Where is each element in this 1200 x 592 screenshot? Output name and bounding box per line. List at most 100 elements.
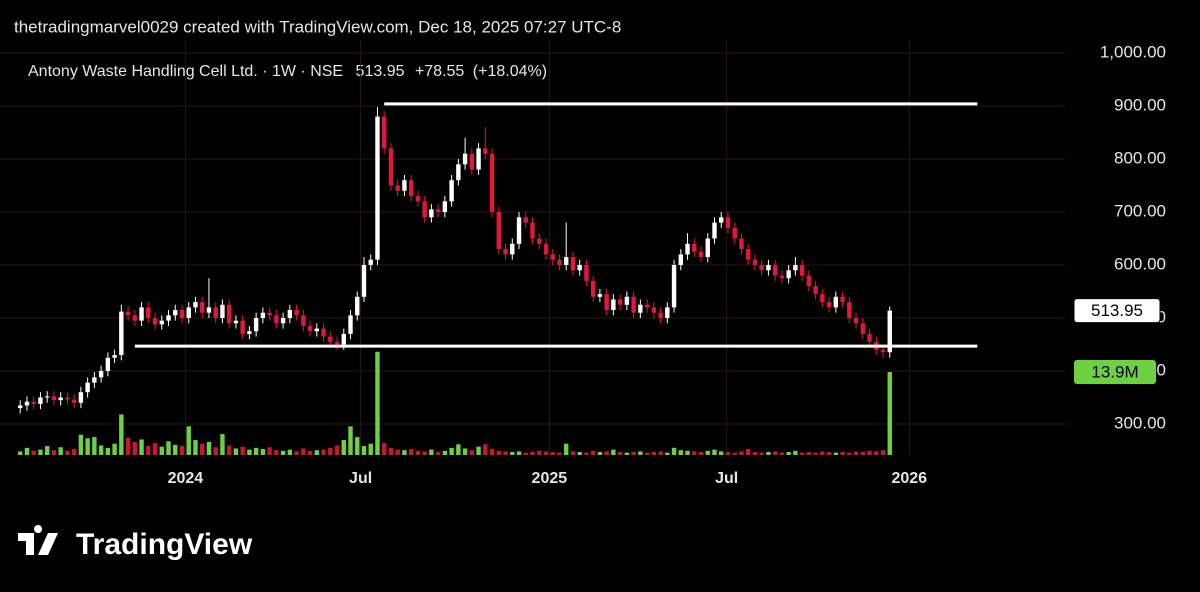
- candle-body: [307, 325, 313, 332]
- volume-bar: [786, 452, 791, 455]
- candle-body: [186, 307, 191, 318]
- candle-body: [233, 320, 239, 324]
- volume-bar: [280, 450, 286, 455]
- candle-body: [368, 259, 373, 265]
- candle-body: [597, 294, 603, 297]
- volume-bar: [159, 446, 164, 455]
- volume-bar: [516, 451, 522, 455]
- volume-bar: [584, 452, 589, 455]
- candle-body: [658, 312, 663, 318]
- y-tick-label: 800.00: [1114, 148, 1166, 167]
- candle-body: [78, 392, 84, 403]
- volume-bar: [348, 426, 353, 455]
- volume-bar: [833, 452, 839, 455]
- volume-bar: [806, 452, 812, 455]
- volume-bar: [617, 452, 623, 455]
- volume-bar: [92, 437, 97, 455]
- candle-body: [31, 401, 36, 404]
- x-tick-label: Jul: [715, 470, 738, 487]
- candle-body: [867, 333, 872, 342]
- volume-bar: [408, 449, 414, 455]
- volume-badge-label: 13.9M: [1091, 362, 1138, 381]
- volume-bar: [887, 372, 892, 455]
- volume-bar: [550, 452, 555, 455]
- x-tick-label: 2024: [168, 470, 204, 487]
- candle-body: [38, 397, 43, 404]
- volume-bar: [38, 449, 43, 455]
- volume-bar: [31, 450, 36, 455]
- volume-bar: [860, 452, 865, 455]
- candle-body: [732, 227, 737, 239]
- candle-body: [712, 222, 717, 239]
- volume-bar: [125, 437, 131, 455]
- volume-bar: [220, 434, 225, 455]
- volume-bar: [132, 441, 138, 455]
- x-tick-label: Jul: [349, 470, 372, 487]
- candle-body: [213, 307, 218, 318]
- volume-bar: [496, 450, 501, 455]
- candle-body: [18, 405, 23, 409]
- candle-body: [564, 257, 569, 265]
- price-badge-label: 513.95: [1091, 301, 1143, 320]
- volume-bar: [328, 447, 333, 455]
- volume-bar: [874, 451, 879, 455]
- volume-bar: [530, 452, 535, 455]
- candle-body: [557, 259, 562, 265]
- candle-body: [314, 328, 320, 332]
- candle-body: [435, 209, 441, 212]
- candle-body: [125, 311, 131, 316]
- volume-bar: [388, 447, 394, 455]
- candle-body: [840, 296, 845, 303]
- volume-bar: [314, 450, 320, 455]
- candle-body: [847, 302, 852, 318]
- volume-bar: [631, 452, 636, 455]
- candle-body: [739, 238, 744, 250]
- volume-bar: [665, 452, 670, 455]
- y-tick-label: 300.00: [1114, 413, 1166, 432]
- volume-bar: [799, 452, 805, 455]
- volume-bar: [152, 443, 158, 455]
- candle-body: [590, 280, 596, 297]
- change-pct: (+18.04%): [473, 63, 547, 80]
- candle-body: [489, 153, 495, 212]
- candle-body: [85, 382, 90, 393]
- candle-body: [112, 355, 117, 358]
- volume-bar: [685, 450, 690, 455]
- candle-body: [429, 209, 434, 218]
- candle-body: [833, 296, 839, 308]
- candle-body: [537, 238, 542, 244]
- candle-body: [247, 331, 252, 334]
- candle-body: [240, 320, 245, 334]
- candle-body: [799, 264, 805, 276]
- volume-bar: [732, 452, 737, 455]
- candle-body: [530, 222, 535, 239]
- candle-body: [408, 180, 414, 197]
- volume-bar: [826, 452, 832, 455]
- candle-body: [570, 257, 576, 271]
- volume-bar: [543, 451, 549, 455]
- candle-body: [173, 310, 178, 316]
- logo: TradingView: [18, 525, 253, 561]
- volume-bar: [274, 450, 279, 455]
- volume-bar: [489, 449, 495, 455]
- volume-badge: [1074, 360, 1156, 384]
- volume-bar: [698, 452, 704, 455]
- volume-bar: [287, 449, 293, 455]
- candle-body: [382, 116, 387, 149]
- volume-bar: [678, 450, 683, 455]
- change: +78.55: [415, 63, 464, 80]
- candle-body: [166, 315, 171, 321]
- volume-bar: [119, 414, 124, 455]
- volume-bar: [85, 438, 90, 455]
- candle-body: [260, 312, 266, 318]
- volume-bar: [651, 452, 657, 455]
- candle-body: [624, 296, 630, 305]
- candle-body: [705, 238, 710, 258]
- candle-body: [132, 315, 138, 321]
- candle-body: [786, 270, 791, 279]
- volume-bar: [294, 451, 299, 455]
- volume-bar: [712, 449, 717, 455]
- y-tick-label: 600.00: [1114, 254, 1166, 273]
- volume-bar: [58, 447, 63, 455]
- candle-body: [772, 264, 778, 276]
